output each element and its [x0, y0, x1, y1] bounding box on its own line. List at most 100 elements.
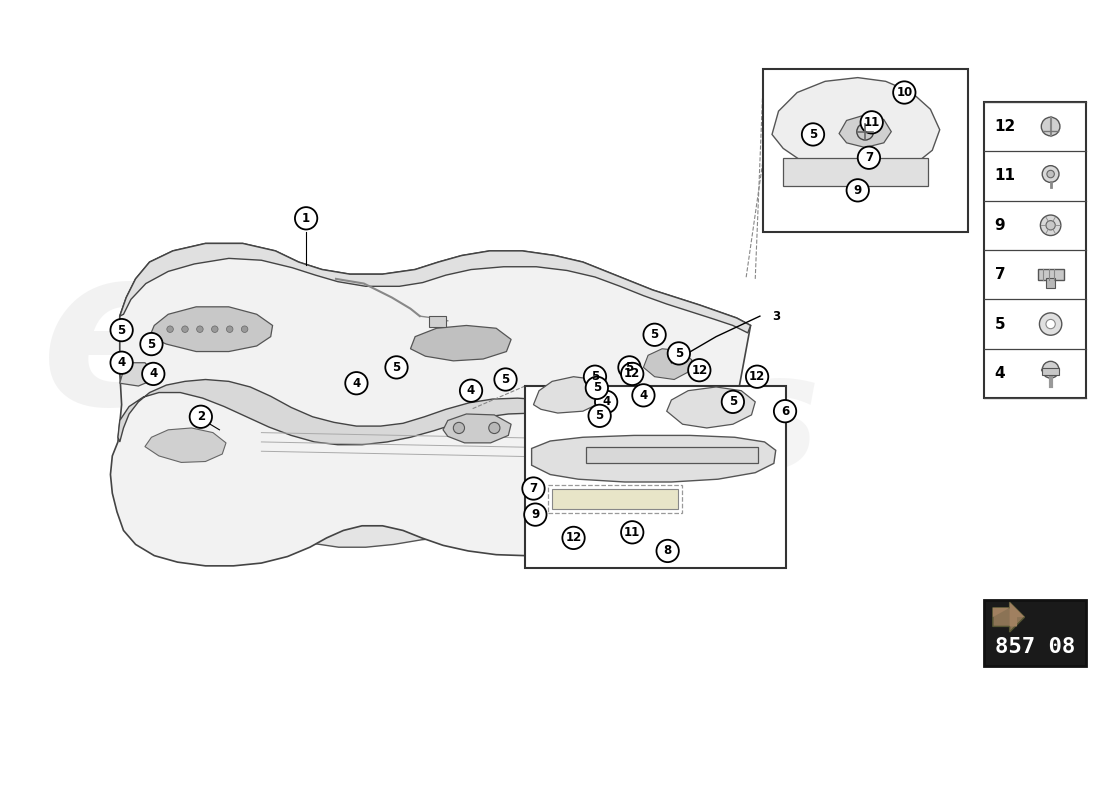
Circle shape — [847, 179, 869, 202]
Circle shape — [584, 366, 606, 388]
Polygon shape — [141, 411, 664, 552]
Text: 7: 7 — [529, 482, 538, 495]
Text: a passion for parts since 1985: a passion for parts since 1985 — [221, 490, 619, 515]
Text: 5: 5 — [502, 373, 509, 386]
Text: 12: 12 — [994, 119, 1016, 134]
Bar — [1037, 269, 1064, 280]
Text: 12: 12 — [565, 531, 582, 545]
Circle shape — [802, 123, 824, 146]
Text: 5: 5 — [674, 347, 683, 360]
Circle shape — [197, 326, 204, 333]
Bar — [783, 158, 927, 186]
Text: 5: 5 — [729, 395, 737, 408]
Text: 5: 5 — [994, 317, 1005, 331]
Circle shape — [453, 422, 464, 434]
Bar — [549, 485, 682, 513]
Circle shape — [588, 405, 610, 427]
Text: 11: 11 — [624, 526, 640, 539]
Text: 11: 11 — [864, 116, 880, 129]
Circle shape — [189, 406, 212, 428]
Circle shape — [857, 123, 873, 140]
Circle shape — [562, 526, 585, 549]
Text: 4: 4 — [994, 366, 1005, 381]
Circle shape — [621, 362, 643, 385]
Polygon shape — [443, 414, 512, 443]
Text: 12: 12 — [749, 370, 766, 383]
Circle shape — [774, 400, 796, 422]
Circle shape — [182, 326, 188, 333]
Polygon shape — [602, 433, 660, 466]
Text: 5: 5 — [147, 338, 155, 350]
Text: 5: 5 — [650, 328, 659, 342]
Polygon shape — [410, 326, 512, 361]
Text: 4: 4 — [639, 389, 648, 402]
Circle shape — [621, 521, 643, 543]
Bar — [552, 489, 678, 509]
Circle shape — [595, 390, 617, 413]
Text: 9: 9 — [994, 218, 1005, 233]
Text: 3: 3 — [772, 310, 780, 322]
Polygon shape — [534, 377, 604, 413]
Polygon shape — [772, 78, 939, 175]
Text: 12: 12 — [624, 367, 640, 381]
Polygon shape — [839, 115, 891, 147]
Text: 5: 5 — [625, 361, 634, 374]
Polygon shape — [120, 362, 153, 386]
Polygon shape — [644, 349, 692, 379]
Text: 10: 10 — [896, 86, 913, 99]
Polygon shape — [531, 435, 775, 482]
Text: 12: 12 — [691, 364, 707, 377]
Bar — [983, 600, 1086, 666]
Bar — [585, 446, 758, 463]
Circle shape — [693, 496, 702, 506]
Circle shape — [644, 323, 666, 346]
Text: 5: 5 — [593, 382, 601, 394]
Text: 5: 5 — [591, 370, 600, 383]
Text: 7: 7 — [865, 151, 873, 164]
Circle shape — [241, 326, 248, 333]
Text: 5: 5 — [393, 361, 400, 374]
Text: 2: 2 — [197, 410, 205, 423]
Circle shape — [211, 326, 218, 333]
Text: 5: 5 — [595, 410, 604, 422]
Circle shape — [494, 368, 517, 390]
Text: 9: 9 — [531, 508, 539, 521]
Polygon shape — [150, 307, 273, 351]
Text: 11: 11 — [994, 169, 1015, 183]
Circle shape — [1046, 221, 1055, 230]
Text: 4: 4 — [352, 377, 361, 390]
Circle shape — [858, 146, 880, 169]
Text: euro: euro — [41, 237, 613, 451]
Circle shape — [632, 384, 654, 406]
Circle shape — [722, 390, 744, 413]
Circle shape — [1042, 118, 1060, 136]
Circle shape — [522, 478, 544, 500]
Text: 7: 7 — [994, 267, 1005, 282]
Circle shape — [488, 422, 499, 434]
Text: 4: 4 — [150, 367, 157, 381]
Circle shape — [618, 356, 640, 378]
Circle shape — [668, 342, 690, 365]
Text: 1: 1 — [302, 212, 310, 225]
Polygon shape — [667, 387, 756, 428]
Circle shape — [657, 540, 679, 562]
Circle shape — [385, 356, 408, 378]
Circle shape — [227, 326, 233, 333]
Text: 5: 5 — [808, 128, 817, 141]
Circle shape — [1042, 362, 1059, 378]
Circle shape — [110, 351, 133, 374]
Circle shape — [167, 326, 174, 333]
Bar — [429, 316, 446, 327]
Circle shape — [525, 503, 547, 526]
Text: 4: 4 — [118, 356, 125, 370]
Text: 5: 5 — [118, 324, 125, 337]
Circle shape — [893, 82, 915, 104]
Polygon shape — [118, 379, 697, 466]
Circle shape — [860, 111, 883, 134]
Circle shape — [746, 366, 768, 388]
Circle shape — [1040, 313, 1062, 335]
Circle shape — [585, 377, 608, 399]
Bar — [1042, 368, 1059, 375]
Circle shape — [1047, 170, 1054, 178]
Bar — [762, 70, 968, 232]
